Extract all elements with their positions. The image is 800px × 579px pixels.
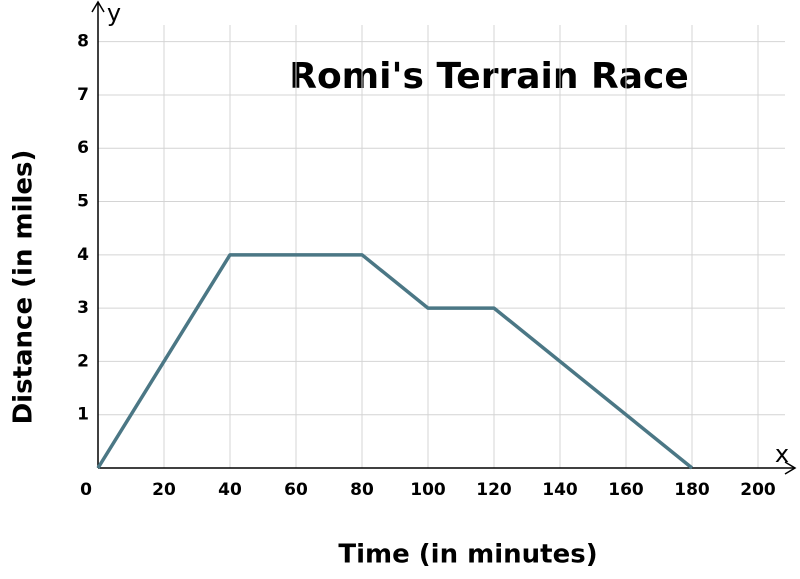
y-tick-label: 6: [77, 138, 89, 158]
y-tick-label: 4: [77, 245, 89, 265]
x-tick-label: 0: [80, 480, 92, 500]
x-axis-arrow: [784, 461, 797, 475]
y-axis-arrow: [91, 0, 105, 13]
y-axis-name: y: [107, 0, 121, 27]
x-tick-label: 80: [350, 480, 374, 500]
x-axis-name: x: [775, 440, 789, 468]
data-line: [96, 253, 694, 470]
y-tick-label: 8: [77, 32, 89, 52]
x-tick-label: 60: [284, 480, 308, 500]
y-tick-label: 7: [77, 85, 89, 105]
x-axis-label: Time (in minutes): [338, 540, 597, 570]
y-tick-label: 3: [77, 298, 89, 318]
x-tick-label: 40: [218, 480, 242, 500]
x-tick-label: 120: [476, 480, 512, 500]
x-tick-label: 140: [542, 480, 578, 500]
x-tick-label: 200: [740, 480, 776, 500]
chart-title: Romi's Terrain Race: [289, 56, 689, 97]
x-tick-label: 100: [410, 480, 446, 500]
y-tick-label: 2: [77, 351, 89, 371]
y-tick-label: 5: [77, 192, 89, 212]
y-tick-label: 1: [77, 405, 89, 425]
y-axis-label: Distance (in miles): [9, 150, 39, 425]
x-tick-label: 180: [674, 480, 710, 500]
x-tick-label: 160: [608, 480, 644, 500]
x-tick-label: 20: [152, 480, 176, 500]
